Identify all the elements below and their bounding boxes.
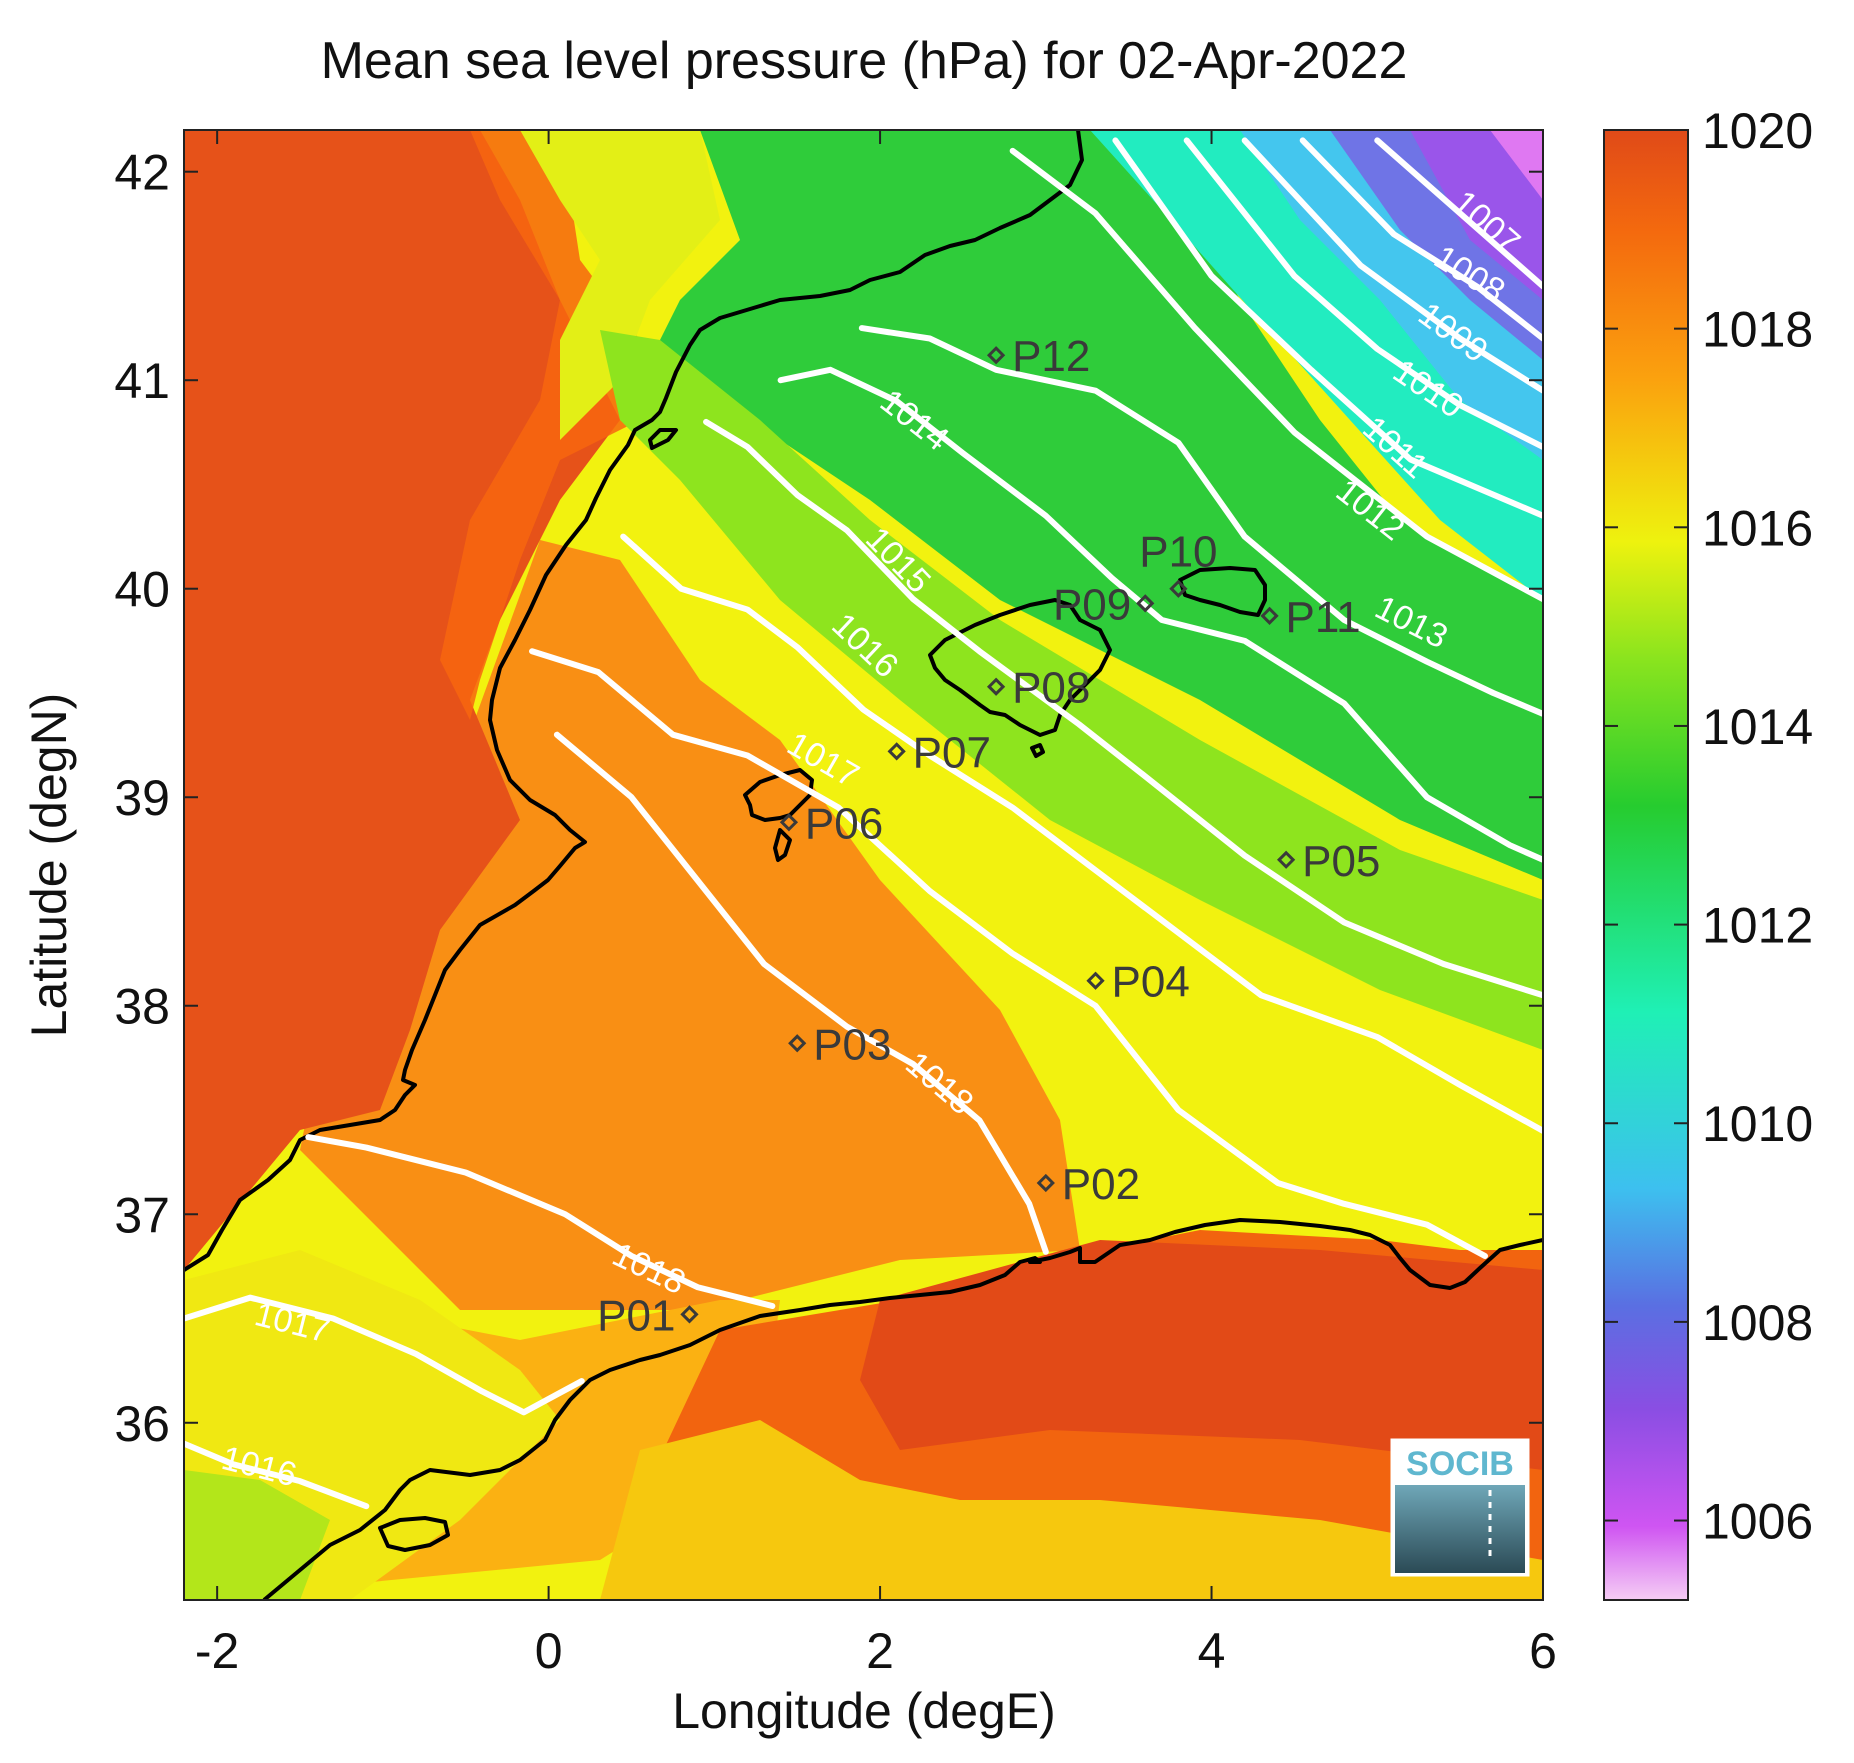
colorbar-tick-label: 1010: [1702, 1096, 1813, 1152]
x-axis-label: Longitude (degE): [672, 1683, 1056, 1739]
coastline-iberia: [184, 130, 1084, 1272]
station-label: P12: [1012, 332, 1090, 381]
y-tick-label: 36: [114, 1396, 170, 1452]
station-marker: [788, 1034, 807, 1053]
station-marker: [986, 346, 1006, 365]
colorbar: [1603, 129, 1689, 1601]
colorbar-tick-label: 1008: [1702, 1295, 1813, 1351]
x-tick-label: 2: [866, 1623, 894, 1679]
station-label: P09: [1053, 580, 1131, 629]
station-label: P04: [1112, 958, 1190, 1007]
isobar-line-1007: [1374, 137, 1543, 290]
isobar-line-1014: [777, 366, 1543, 863]
y-axis-label: Latitude (degN): [21, 693, 77, 1038]
isobar-line-1015: [703, 418, 1543, 999]
isobar-line-1010: [1183, 137, 1543, 450]
isobar-line-1017: [529, 648, 1488, 1259]
station-label: P08: [1012, 664, 1090, 713]
isobar-line-1012: [1009, 147, 1543, 603]
pressure-field-land-west-edge: [440, 130, 640, 720]
station-marker: [680, 1305, 699, 1324]
coastline-formentera: [773, 828, 792, 862]
station-marker: [1260, 606, 1279, 625]
station-label: P11: [1286, 593, 1361, 642]
pressure-field-land-west: [184, 130, 620, 1270]
station-marker: [1276, 850, 1296, 869]
coastline-ebro-delta: [648, 428, 678, 450]
station-marker: [1086, 971, 1105, 990]
station-label: P02: [1062, 1160, 1140, 1209]
pressure-field-yellow-coast: [520, 130, 720, 440]
station-marker: [1036, 1173, 1055, 1193]
station-marker: [779, 813, 799, 832]
station-label: P01: [597, 1291, 675, 1340]
y-tick-label: 38: [114, 979, 170, 1035]
station-label: P07: [913, 728, 991, 777]
isobar-line-1016: [620, 533, 1543, 1134]
x-tick-label: 0: [535, 1623, 563, 1679]
y-tick-label: 42: [114, 145, 170, 201]
y-tick-label: 39: [114, 770, 170, 826]
pressure-field-pink: [1490, 130, 1543, 200]
coastline-mallorca: [928, 598, 1112, 737]
station-label: P03: [813, 1020, 891, 1069]
chart-title: Mean sea level pressure (hPa) for 02-Apr…: [321, 32, 1408, 90]
coastline-cabrera: [1030, 743, 1045, 758]
colorbar-ticks: 1006 1008 1010 1012 1014 1016 1018 1020: [1604, 103, 1813, 1550]
station-marker: [887, 742, 906, 761]
pressure-field-lightgreen: [600, 330, 1543, 1050]
plot-frame: [183, 129, 1544, 1601]
colorbar-tick-label: 1014: [1702, 699, 1813, 755]
station-marker: [1169, 579, 1188, 598]
pressure-field-africa-dark: [860, 1240, 1543, 1470]
isobar-line-1017: [184, 1294, 585, 1416]
station-label: P05: [1302, 837, 1380, 886]
socib-logo-text: SOCIB: [1406, 1445, 1514, 1483]
isobar-line-1016: [184, 1440, 370, 1510]
x-tick-label: 6: [1529, 1623, 1557, 1679]
plot-area: 1007100810091010101110121013101410151016…: [184, 130, 1543, 1600]
y-axis-ticks: 36 37 38 39 40 41 42: [114, 145, 1543, 1452]
y-tick-label: 37: [114, 1187, 170, 1243]
coastline-africa: [262, 1218, 1543, 1600]
isobar-line-1011: [1112, 137, 1543, 519]
station-marker: [986, 677, 1006, 696]
colorbar-tick-label: 1012: [1702, 898, 1813, 954]
socib-logo: SOCIB: [1390, 1438, 1530, 1577]
x-tick-label: 4: [1198, 1623, 1226, 1679]
station-marker: [1136, 594, 1155, 613]
isobar-line-1013: [858, 325, 1543, 717]
colorbar-tick-label: 1020: [1702, 103, 1813, 159]
pressure-field-africa-yellow: [600, 1420, 1543, 1600]
isobar-line-1008: [1299, 137, 1543, 342]
colorbar-tick-label: 1018: [1702, 302, 1813, 358]
x-axis-ticks: -2 0 2 4 6: [195, 130, 1557, 1679]
coastline-menorca: [1178, 566, 1267, 617]
x-tick-label: -2: [195, 1623, 239, 1679]
station-label: P06: [805, 799, 883, 848]
pressure-field-southwest-green: [184, 1470, 330, 1600]
isobar-line-1018: [305, 1134, 776, 1309]
pressure-field-green: [650, 130, 1543, 880]
y-tick-label: 40: [114, 562, 170, 618]
colorbar-tick-label: 1016: [1702, 500, 1813, 556]
pressure-field-orange-sea: [300, 540, 1080, 1310]
y-tick-label: 41: [114, 353, 170, 409]
isobar-line-1009: [1241, 137, 1543, 394]
colorbar-tick-label: 1006: [1702, 1494, 1813, 1550]
coastline-alboran: [378, 1516, 450, 1552]
station-label: P10: [1139, 528, 1217, 577]
isobar-line-1018: [553, 731, 1049, 1255]
